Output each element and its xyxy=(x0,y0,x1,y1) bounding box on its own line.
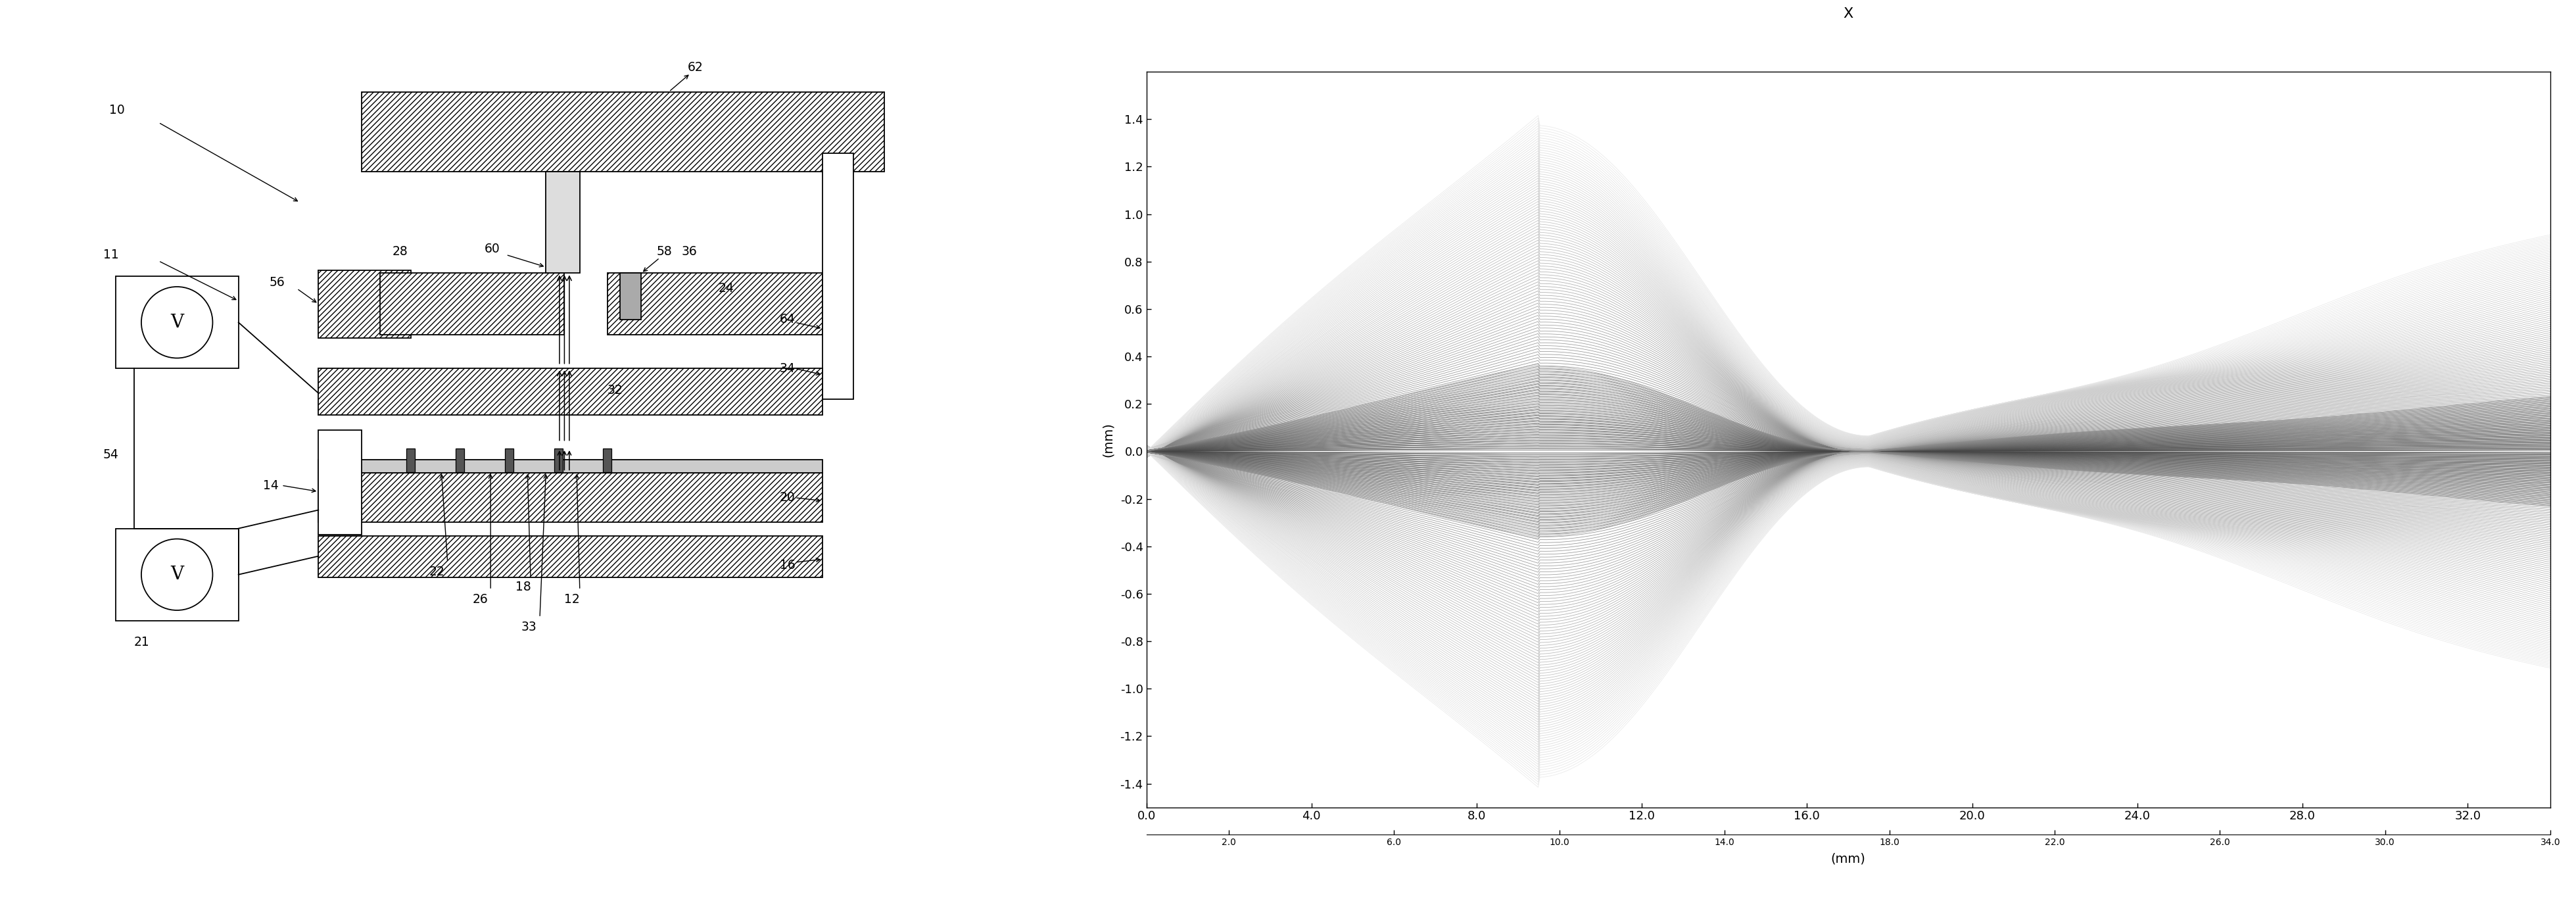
Bar xyxy=(608,274,822,335)
Text: 10: 10 xyxy=(108,104,126,117)
Text: 21: 21 xyxy=(134,636,149,649)
Text: 60: 60 xyxy=(484,242,500,255)
Text: 28: 28 xyxy=(392,246,407,258)
Text: 18: 18 xyxy=(515,580,531,593)
Bar xyxy=(319,473,822,522)
Bar xyxy=(379,274,564,335)
Bar xyxy=(116,528,240,621)
Text: 22: 22 xyxy=(430,565,446,578)
Bar xyxy=(319,459,822,473)
Bar xyxy=(603,448,611,472)
Bar xyxy=(407,448,415,472)
Bar xyxy=(319,369,822,414)
Bar xyxy=(456,448,464,472)
Text: 11: 11 xyxy=(103,248,118,261)
Bar xyxy=(505,448,513,472)
Text: 64: 64 xyxy=(781,313,796,326)
Text: 12: 12 xyxy=(564,593,580,605)
Text: 24: 24 xyxy=(719,283,734,295)
Text: 34: 34 xyxy=(781,362,796,375)
Text: V: V xyxy=(170,566,183,583)
Text: 16: 16 xyxy=(781,559,796,571)
Text: X: X xyxy=(1844,7,1852,21)
Text: 32: 32 xyxy=(608,384,623,396)
Bar xyxy=(621,274,641,319)
Bar xyxy=(319,430,361,535)
Bar xyxy=(116,276,240,369)
X-axis label: (mm): (mm) xyxy=(1832,852,1865,865)
Text: 26: 26 xyxy=(471,593,487,605)
Y-axis label: (mm): (mm) xyxy=(1103,422,1115,457)
Text: 62: 62 xyxy=(688,61,703,74)
Bar xyxy=(546,171,580,274)
Bar xyxy=(822,153,853,399)
Bar xyxy=(319,270,410,338)
Bar xyxy=(361,91,884,171)
Text: V: V xyxy=(170,314,183,331)
Text: 54: 54 xyxy=(103,448,118,461)
Text: 33: 33 xyxy=(520,621,536,633)
Text: 56: 56 xyxy=(270,276,286,289)
Bar xyxy=(554,448,562,472)
Text: 20: 20 xyxy=(781,492,796,504)
Bar xyxy=(319,536,822,578)
Text: 36: 36 xyxy=(680,246,698,258)
Text: 58: 58 xyxy=(657,246,672,258)
Text: 14: 14 xyxy=(263,479,278,492)
